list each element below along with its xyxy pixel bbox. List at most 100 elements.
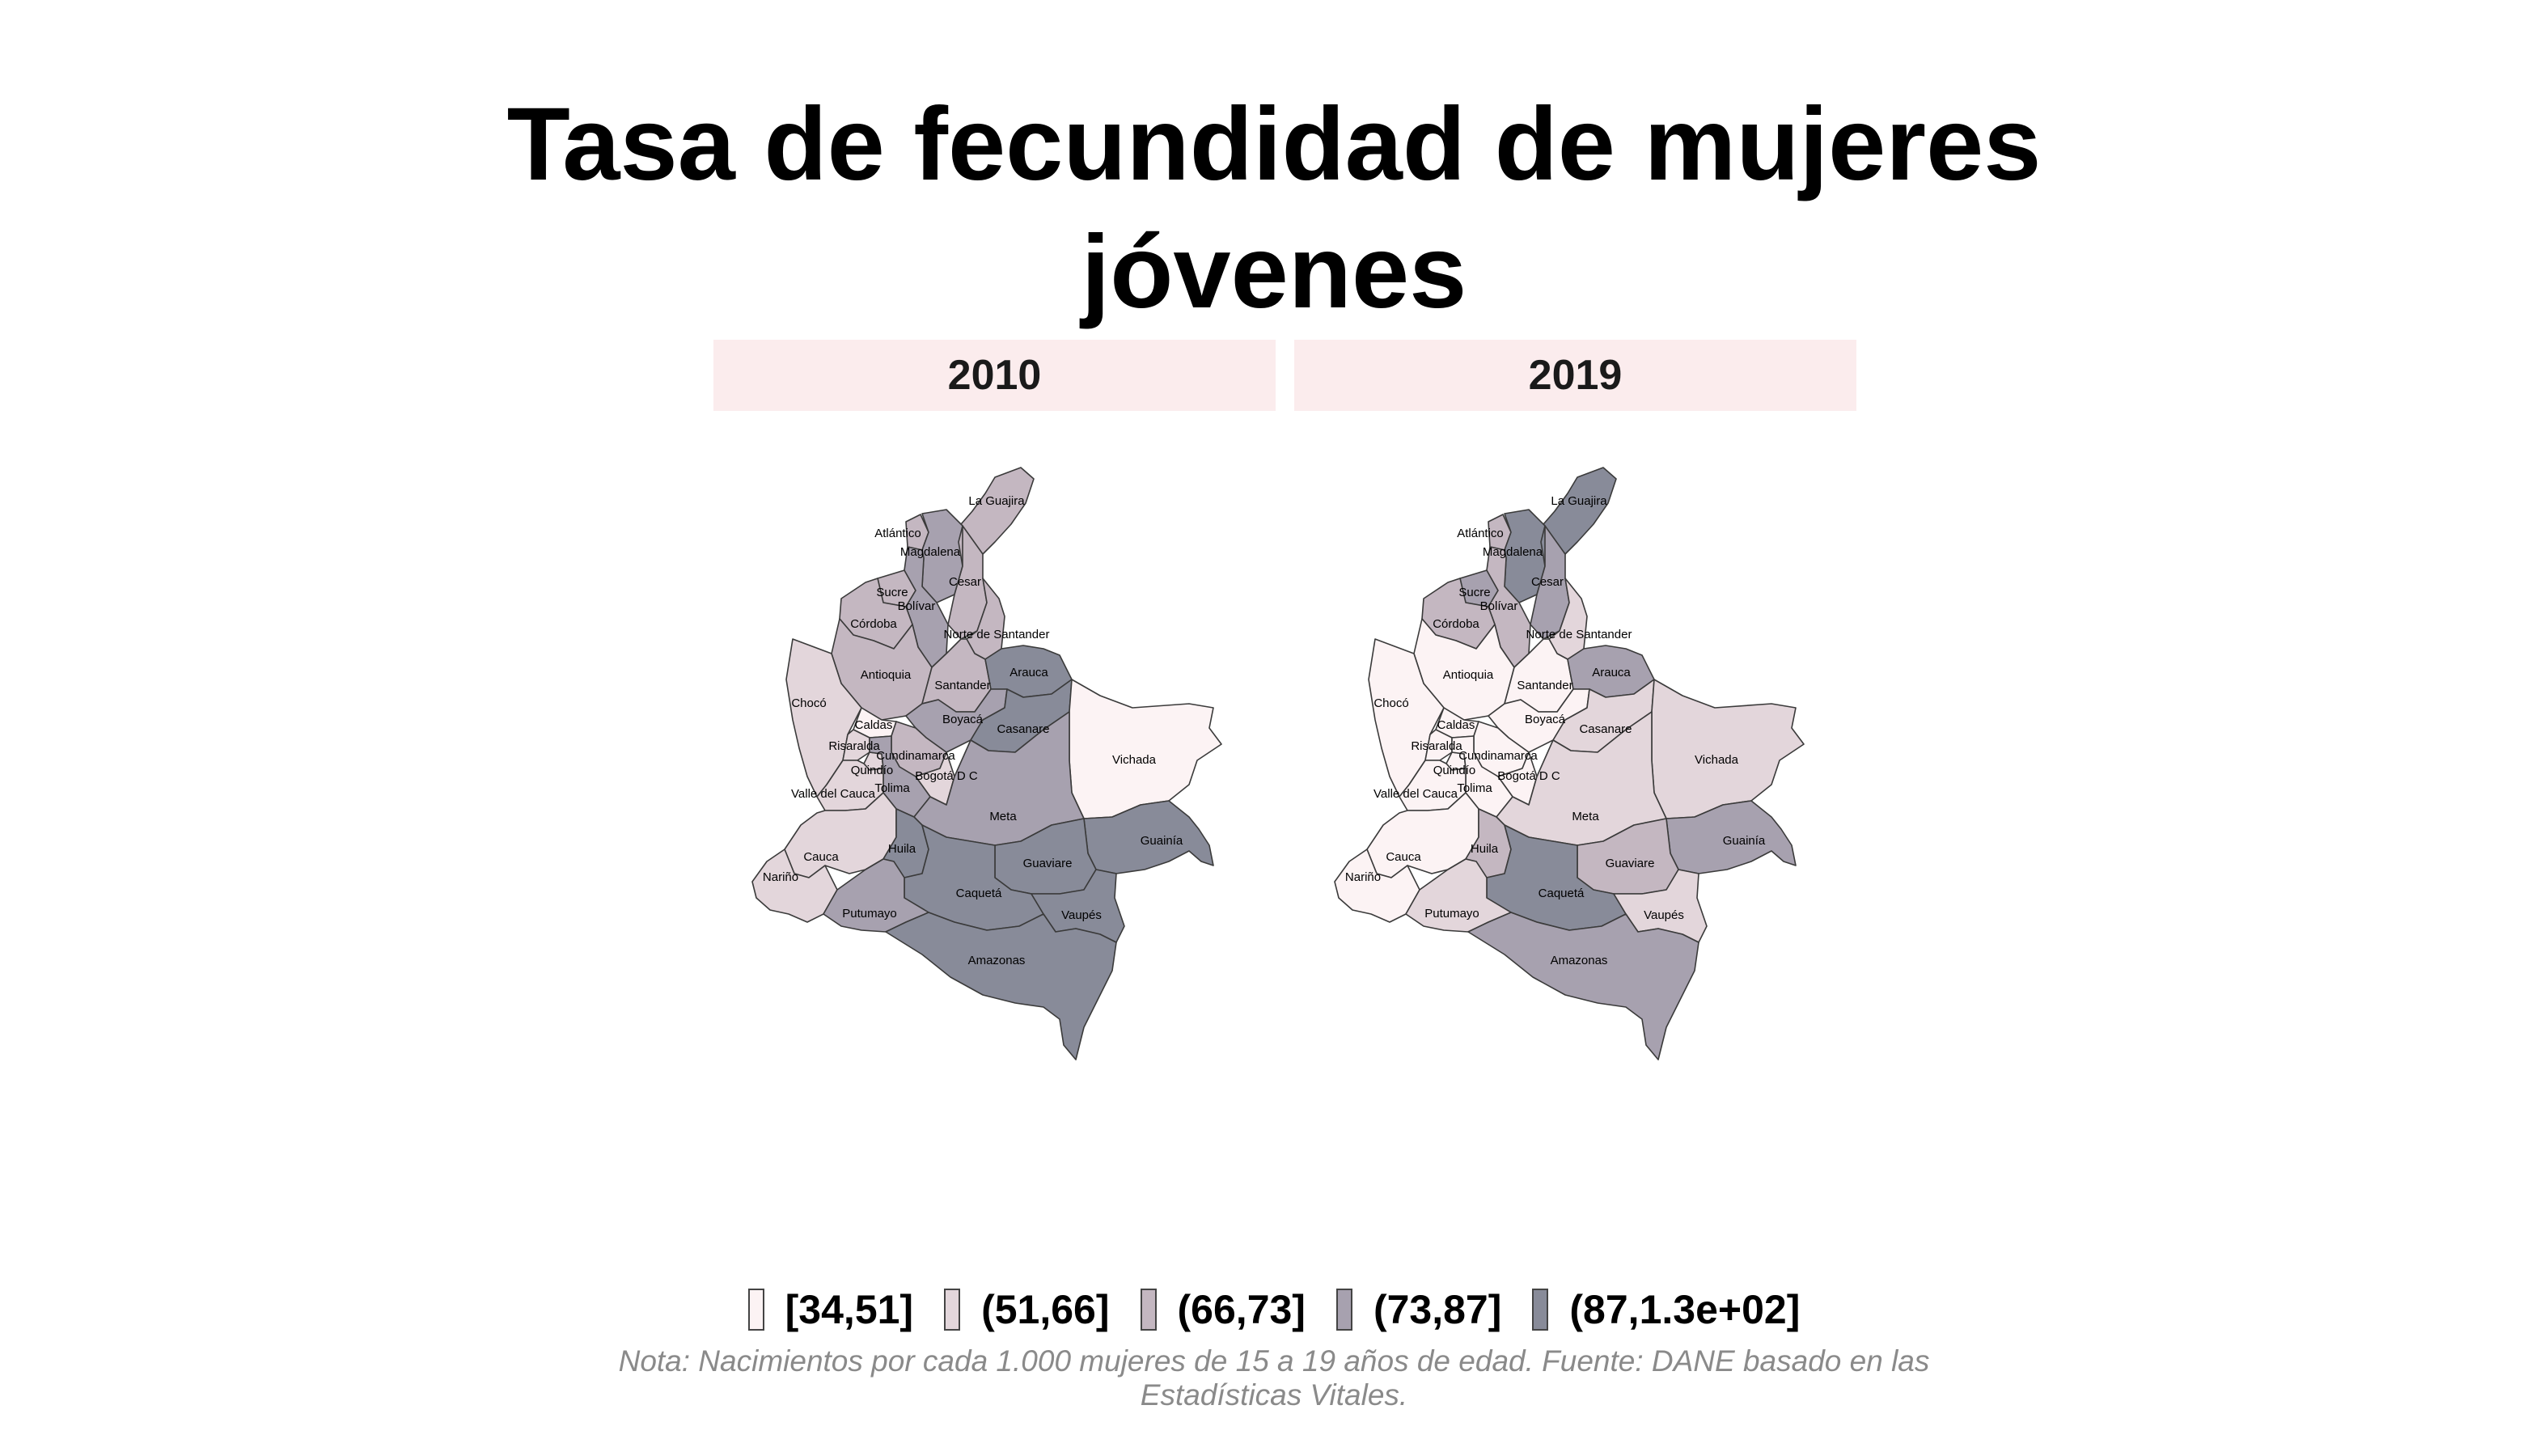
legend-item-1: [34,51] [747, 1286, 914, 1333]
department-label-guaviare: Guaviare [1606, 857, 1655, 870]
department-label-cesar: Cesar [949, 575, 981, 589]
department-label-guajira: La Guajira [968, 494, 1025, 508]
department-label-magdalena: Magdalena [1483, 545, 1543, 559]
caption-line-1: Nota: Nacimientos por cada 1.000 mujeres… [618, 1344, 1930, 1378]
department-label-caldas: Caldas [855, 718, 893, 732]
department-cesar [947, 525, 988, 640]
caption-line-2: Estadísticas Vitales. [1140, 1378, 1408, 1412]
panel-label-2019: 2019 [1528, 352, 1623, 399]
department-label-guaviare: Guaviare [1023, 857, 1073, 870]
department-label-guainia: Guainía [1723, 834, 1766, 848]
department-label-atlantico: Atlántico [1457, 527, 1504, 540]
department-shapes [751, 467, 1222, 1060]
title-line-1: Tasa de fecundidad de mujeres [506, 87, 2042, 202]
department-label-choco: Chocó [791, 696, 826, 710]
legend-swatch [1532, 1289, 1549, 1331]
department-label-casanare: Casanare [997, 722, 1049, 736]
department-label-meta: Meta [1572, 810, 1599, 823]
department-label-tolima: Tolima [874, 781, 910, 795]
department-label-guajira: La Guajira [1551, 494, 1607, 508]
department-label-cesar: Cesar [1531, 575, 1564, 589]
legend-label: (66,73] [1177, 1287, 1306, 1332]
department-label-valle: Valle del Cauca [1373, 787, 1458, 801]
legend-label: (73,87] [1373, 1287, 1502, 1332]
department-label-caqueta: Caquetá [956, 887, 1002, 900]
legend-item-5: (87,1.3e+02] [1532, 1286, 1800, 1333]
department-label-magdalena: Magdalena [900, 545, 961, 559]
department-label-huila: Huila [1471, 842, 1499, 856]
legend: [34,51] (51,66] (66,73] (73,87] (87,1.3e+02] [0, 1286, 2548, 1333]
department-shapes [1334, 467, 1805, 1060]
department-label-santander: Santander [1517, 679, 1572, 692]
department-label-cauca: Cauca [1386, 850, 1421, 864]
legend-label: (87,1.3e+02] [1569, 1287, 1801, 1332]
department-label-choco: Chocó [1373, 696, 1408, 710]
department-label-arauca: Arauca [1592, 666, 1631, 679]
department-label-tolima: Tolima [1457, 781, 1492, 795]
department-label-cordoba: Córdoba [850, 617, 897, 631]
department-vichada [1651, 679, 1805, 819]
department-label-amazonas: Amazonas [968, 954, 1026, 967]
department-label-huila: Huila [888, 842, 916, 856]
department-label-narino: Nariño [1345, 870, 1381, 884]
department-vichada [1069, 679, 1222, 819]
department-label-risaralda: Risaralda [1411, 739, 1462, 753]
department-label-sucre: Sucre [1458, 586, 1490, 599]
department-label-bogota: Bogotá D C [1497, 769, 1560, 783]
department-label-caldas: Caldas [1437, 718, 1475, 732]
legend-label: (51,66] [981, 1287, 1110, 1332]
department-label-atlantico: Atlántico [874, 527, 921, 540]
department-label-quindio: Quindío [1433, 764, 1476, 777]
department-label-meta: Meta [989, 810, 1017, 823]
colombia-map-2010: La GuajiraAtlánticoMagdalenaCesarSucreBo… [751, 467, 1222, 1060]
chart-title: Tasa de fecundidad de mujeres jóvenes [0, 81, 2548, 336]
panel-strip-2010: 2010 [713, 340, 1276, 411]
legend-swatch [747, 1289, 764, 1331]
department-label-vaupes: Vaupés [1644, 908, 1684, 922]
department-amazonas [1467, 912, 1699, 1060]
department-label-boyaca: Boyacá [942, 713, 984, 726]
panel-strip-2019: 2019 [1294, 340, 1856, 411]
department-label-norte_santander: Norte de Santander [1526, 628, 1632, 641]
department-label-vaupes: Vaupés [1061, 908, 1102, 922]
department-label-norte_santander: Norte de Santander [944, 628, 1050, 641]
department-label-guainia: Guainía [1141, 834, 1183, 848]
department-magdalena [1504, 509, 1546, 603]
department-label-vichada: Vichada [1695, 753, 1739, 767]
department-label-bogota: Bogotá D C [915, 769, 978, 783]
title-line-2: jóvenes [1081, 214, 1467, 330]
legend-swatch [1335, 1289, 1352, 1331]
department-putumayo [823, 858, 929, 933]
department-cesar [1530, 525, 1570, 640]
department-label-vichada: Vichada [1112, 753, 1157, 767]
department-label-putumayo: Putumayo [1424, 907, 1479, 921]
department-label-antioquia: Antioquia [1443, 668, 1494, 682]
colombia-map-2019: La Guajira Atlántico Magdalena Cesar Sucre Bo… [1334, 467, 1805, 1060]
department-label-cundinamarca: Cundinamarca [1458, 749, 1538, 763]
department-label-narino: Nariño [763, 870, 798, 884]
legend-item-3: (66,73] [1140, 1286, 1306, 1333]
legend-item-4: (73,87] [1335, 1286, 1502, 1333]
department-putumayo [1405, 858, 1512, 933]
legend-swatch [944, 1289, 961, 1331]
legend-label: [34,51] [785, 1287, 914, 1332]
caption-note: Nota: Nacimientos por cada 1.000 mujeres… [0, 1344, 2548, 1412]
department-label-risaralda: Risaralda [828, 739, 880, 753]
department-magdalena [921, 509, 963, 603]
panel-label-2010: 2010 [947, 352, 1042, 399]
department-label-cauca: Cauca [803, 850, 839, 864]
department-label-antioquia: Antioquia [861, 668, 912, 682]
department-amazonas [885, 912, 1117, 1060]
department-label-bolivar: Bolívar [898, 599, 936, 613]
department-label-cordoba: Córdoba [1433, 617, 1479, 631]
department-label-caqueta: Caquetá [1539, 887, 1585, 900]
department-label-amazonas: Amazonas [1551, 954, 1608, 967]
department-label-casanare: Casanare [1579, 722, 1632, 736]
department-labels: La GuajiraAtlánticoMagdalenaCesarSucreBo… [763, 494, 1183, 967]
department-label-quindio: Quindío [851, 764, 894, 777]
department-label-cundinamarca: Cundinamarca [876, 749, 955, 763]
legend-item-2: (51,66] [944, 1286, 1110, 1333]
department-label-valle: Valle del Cauca [791, 787, 876, 801]
department-labels: La Guajira Atlántico Magdalena Cesar Sucre Bo… [1345, 494, 1766, 967]
department-label-arauca: Arauca [1009, 666, 1048, 679]
